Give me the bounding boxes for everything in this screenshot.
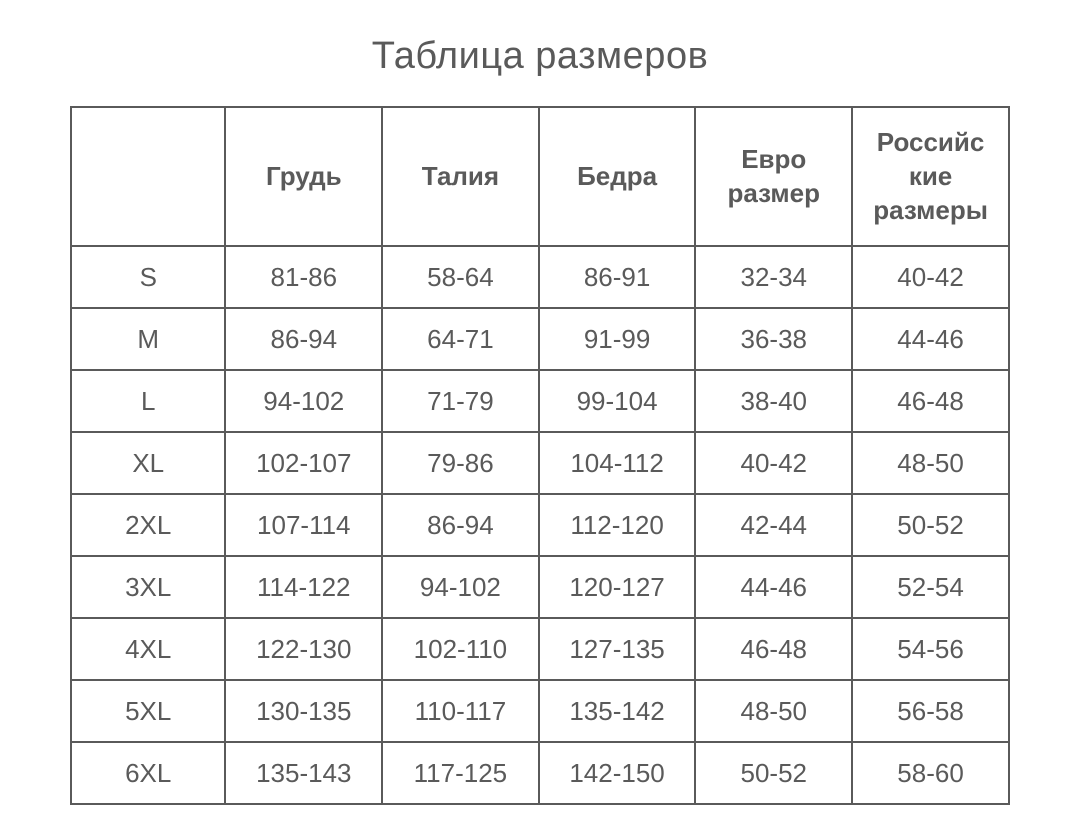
cell-hips: 104-112 xyxy=(539,432,696,494)
cell-hips: 142-150 xyxy=(539,742,696,804)
cell-russian: 48-50 xyxy=(852,432,1009,494)
cell-hips: 112-120 xyxy=(539,494,696,556)
column-header-empty xyxy=(71,107,225,246)
cell-size: 2XL xyxy=(71,494,225,556)
cell-russian: 44-46 xyxy=(852,308,1009,370)
table-row: 5XL 130-135 110-117 135-142 48-50 56-58 xyxy=(71,680,1009,742)
table-body: S 81-86 58-64 86-91 32-34 40-42 M 86-94 … xyxy=(71,246,1009,804)
cell-euro: 44-46 xyxy=(695,556,852,618)
cell-chest: 86-94 xyxy=(225,308,382,370)
cell-waist: 64-71 xyxy=(382,308,539,370)
cell-waist: 110-117 xyxy=(382,680,539,742)
column-header-waist: Талия xyxy=(382,107,539,246)
cell-size: M xyxy=(71,308,225,370)
cell-chest: 130-135 xyxy=(225,680,382,742)
table-header: Грудь Талия Бедра Евро размер Российс ки… xyxy=(71,107,1009,246)
cell-russian: 58-60 xyxy=(852,742,1009,804)
cell-waist: 71-79 xyxy=(382,370,539,432)
cell-hips: 99-104 xyxy=(539,370,696,432)
table-row: L 94-102 71-79 99-104 38-40 46-48 xyxy=(71,370,1009,432)
cell-hips: 91-99 xyxy=(539,308,696,370)
cell-size: S xyxy=(71,246,225,308)
cell-hips: 127-135 xyxy=(539,618,696,680)
table-row: S 81-86 58-64 86-91 32-34 40-42 xyxy=(71,246,1009,308)
column-header-chest: Грудь xyxy=(225,107,382,246)
cell-euro: 46-48 xyxy=(695,618,852,680)
cell-russian: 40-42 xyxy=(852,246,1009,308)
cell-hips: 135-142 xyxy=(539,680,696,742)
table-row: 3XL 114-122 94-102 120-127 44-46 52-54 xyxy=(71,556,1009,618)
cell-russian: 46-48 xyxy=(852,370,1009,432)
cell-euro: 42-44 xyxy=(695,494,852,556)
cell-chest: 102-107 xyxy=(225,432,382,494)
cell-waist: 102-110 xyxy=(382,618,539,680)
table-row: M 86-94 64-71 91-99 36-38 44-46 xyxy=(71,308,1009,370)
table-row: XL 102-107 79-86 104-112 40-42 48-50 xyxy=(71,432,1009,494)
cell-russian: 56-58 xyxy=(852,680,1009,742)
cell-euro: 32-34 xyxy=(695,246,852,308)
size-table: Грудь Талия Бедра Евро размер Российс ки… xyxy=(70,106,1010,805)
column-header-euro: Евро размер xyxy=(695,107,852,246)
table-row: 4XL 122-130 102-110 127-135 46-48 54-56 xyxy=(71,618,1009,680)
column-header-hips: Бедра xyxy=(539,107,696,246)
cell-size: 6XL xyxy=(71,742,225,804)
cell-size: L xyxy=(71,370,225,432)
header-row: Грудь Талия Бедра Евро размер Российс ки… xyxy=(71,107,1009,246)
cell-chest: 114-122 xyxy=(225,556,382,618)
cell-size: 4XL xyxy=(71,618,225,680)
cell-russian: 54-56 xyxy=(852,618,1009,680)
cell-hips: 86-91 xyxy=(539,246,696,308)
cell-hips: 120-127 xyxy=(539,556,696,618)
cell-euro: 48-50 xyxy=(695,680,852,742)
cell-chest: 122-130 xyxy=(225,618,382,680)
cell-chest: 94-102 xyxy=(225,370,382,432)
cell-chest: 135-143 xyxy=(225,742,382,804)
column-header-russian: Российс кие размеры xyxy=(852,107,1009,246)
cell-chest: 107-114 xyxy=(225,494,382,556)
cell-russian: 52-54 xyxy=(852,556,1009,618)
table-row: 2XL 107-114 86-94 112-120 42-44 50-52 xyxy=(71,494,1009,556)
cell-size: 3XL xyxy=(71,556,225,618)
cell-euro: 40-42 xyxy=(695,432,852,494)
cell-euro: 36-38 xyxy=(695,308,852,370)
cell-euro: 50-52 xyxy=(695,742,852,804)
cell-chest: 81-86 xyxy=(225,246,382,308)
cell-waist: 58-64 xyxy=(382,246,539,308)
cell-waist: 94-102 xyxy=(382,556,539,618)
page-title: Таблица размеров xyxy=(372,35,709,78)
cell-size: 5XL xyxy=(71,680,225,742)
cell-waist: 79-86 xyxy=(382,432,539,494)
cell-waist: 117-125 xyxy=(382,742,539,804)
cell-euro: 38-40 xyxy=(695,370,852,432)
table-row: 6XL 135-143 117-125 142-150 50-52 58-60 xyxy=(71,742,1009,804)
cell-russian: 50-52 xyxy=(852,494,1009,556)
cell-waist: 86-94 xyxy=(382,494,539,556)
cell-size: XL xyxy=(71,432,225,494)
